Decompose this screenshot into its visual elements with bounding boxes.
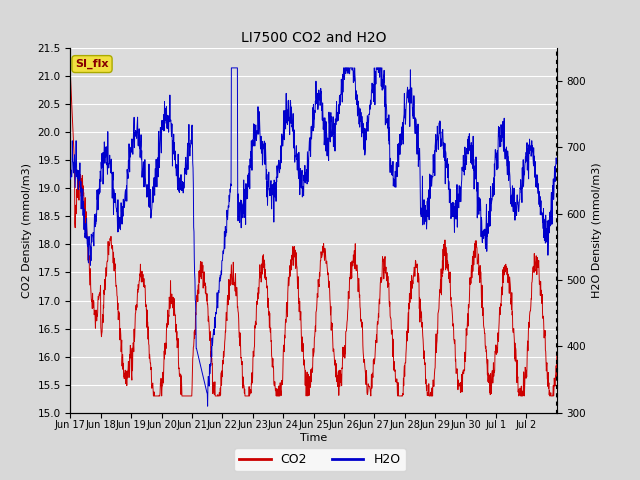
Title: LI7500 CO2 and H2O: LI7500 CO2 and H2O — [241, 32, 387, 46]
X-axis label: Time: Time — [300, 433, 327, 443]
Y-axis label: CO2 Density (mmol/m3): CO2 Density (mmol/m3) — [22, 163, 32, 298]
Legend: CO2, H2O: CO2, H2O — [234, 448, 406, 471]
Text: SI_flx: SI_flx — [76, 59, 109, 69]
Y-axis label: H2O Density (mmol/m3): H2O Density (mmol/m3) — [592, 163, 602, 298]
